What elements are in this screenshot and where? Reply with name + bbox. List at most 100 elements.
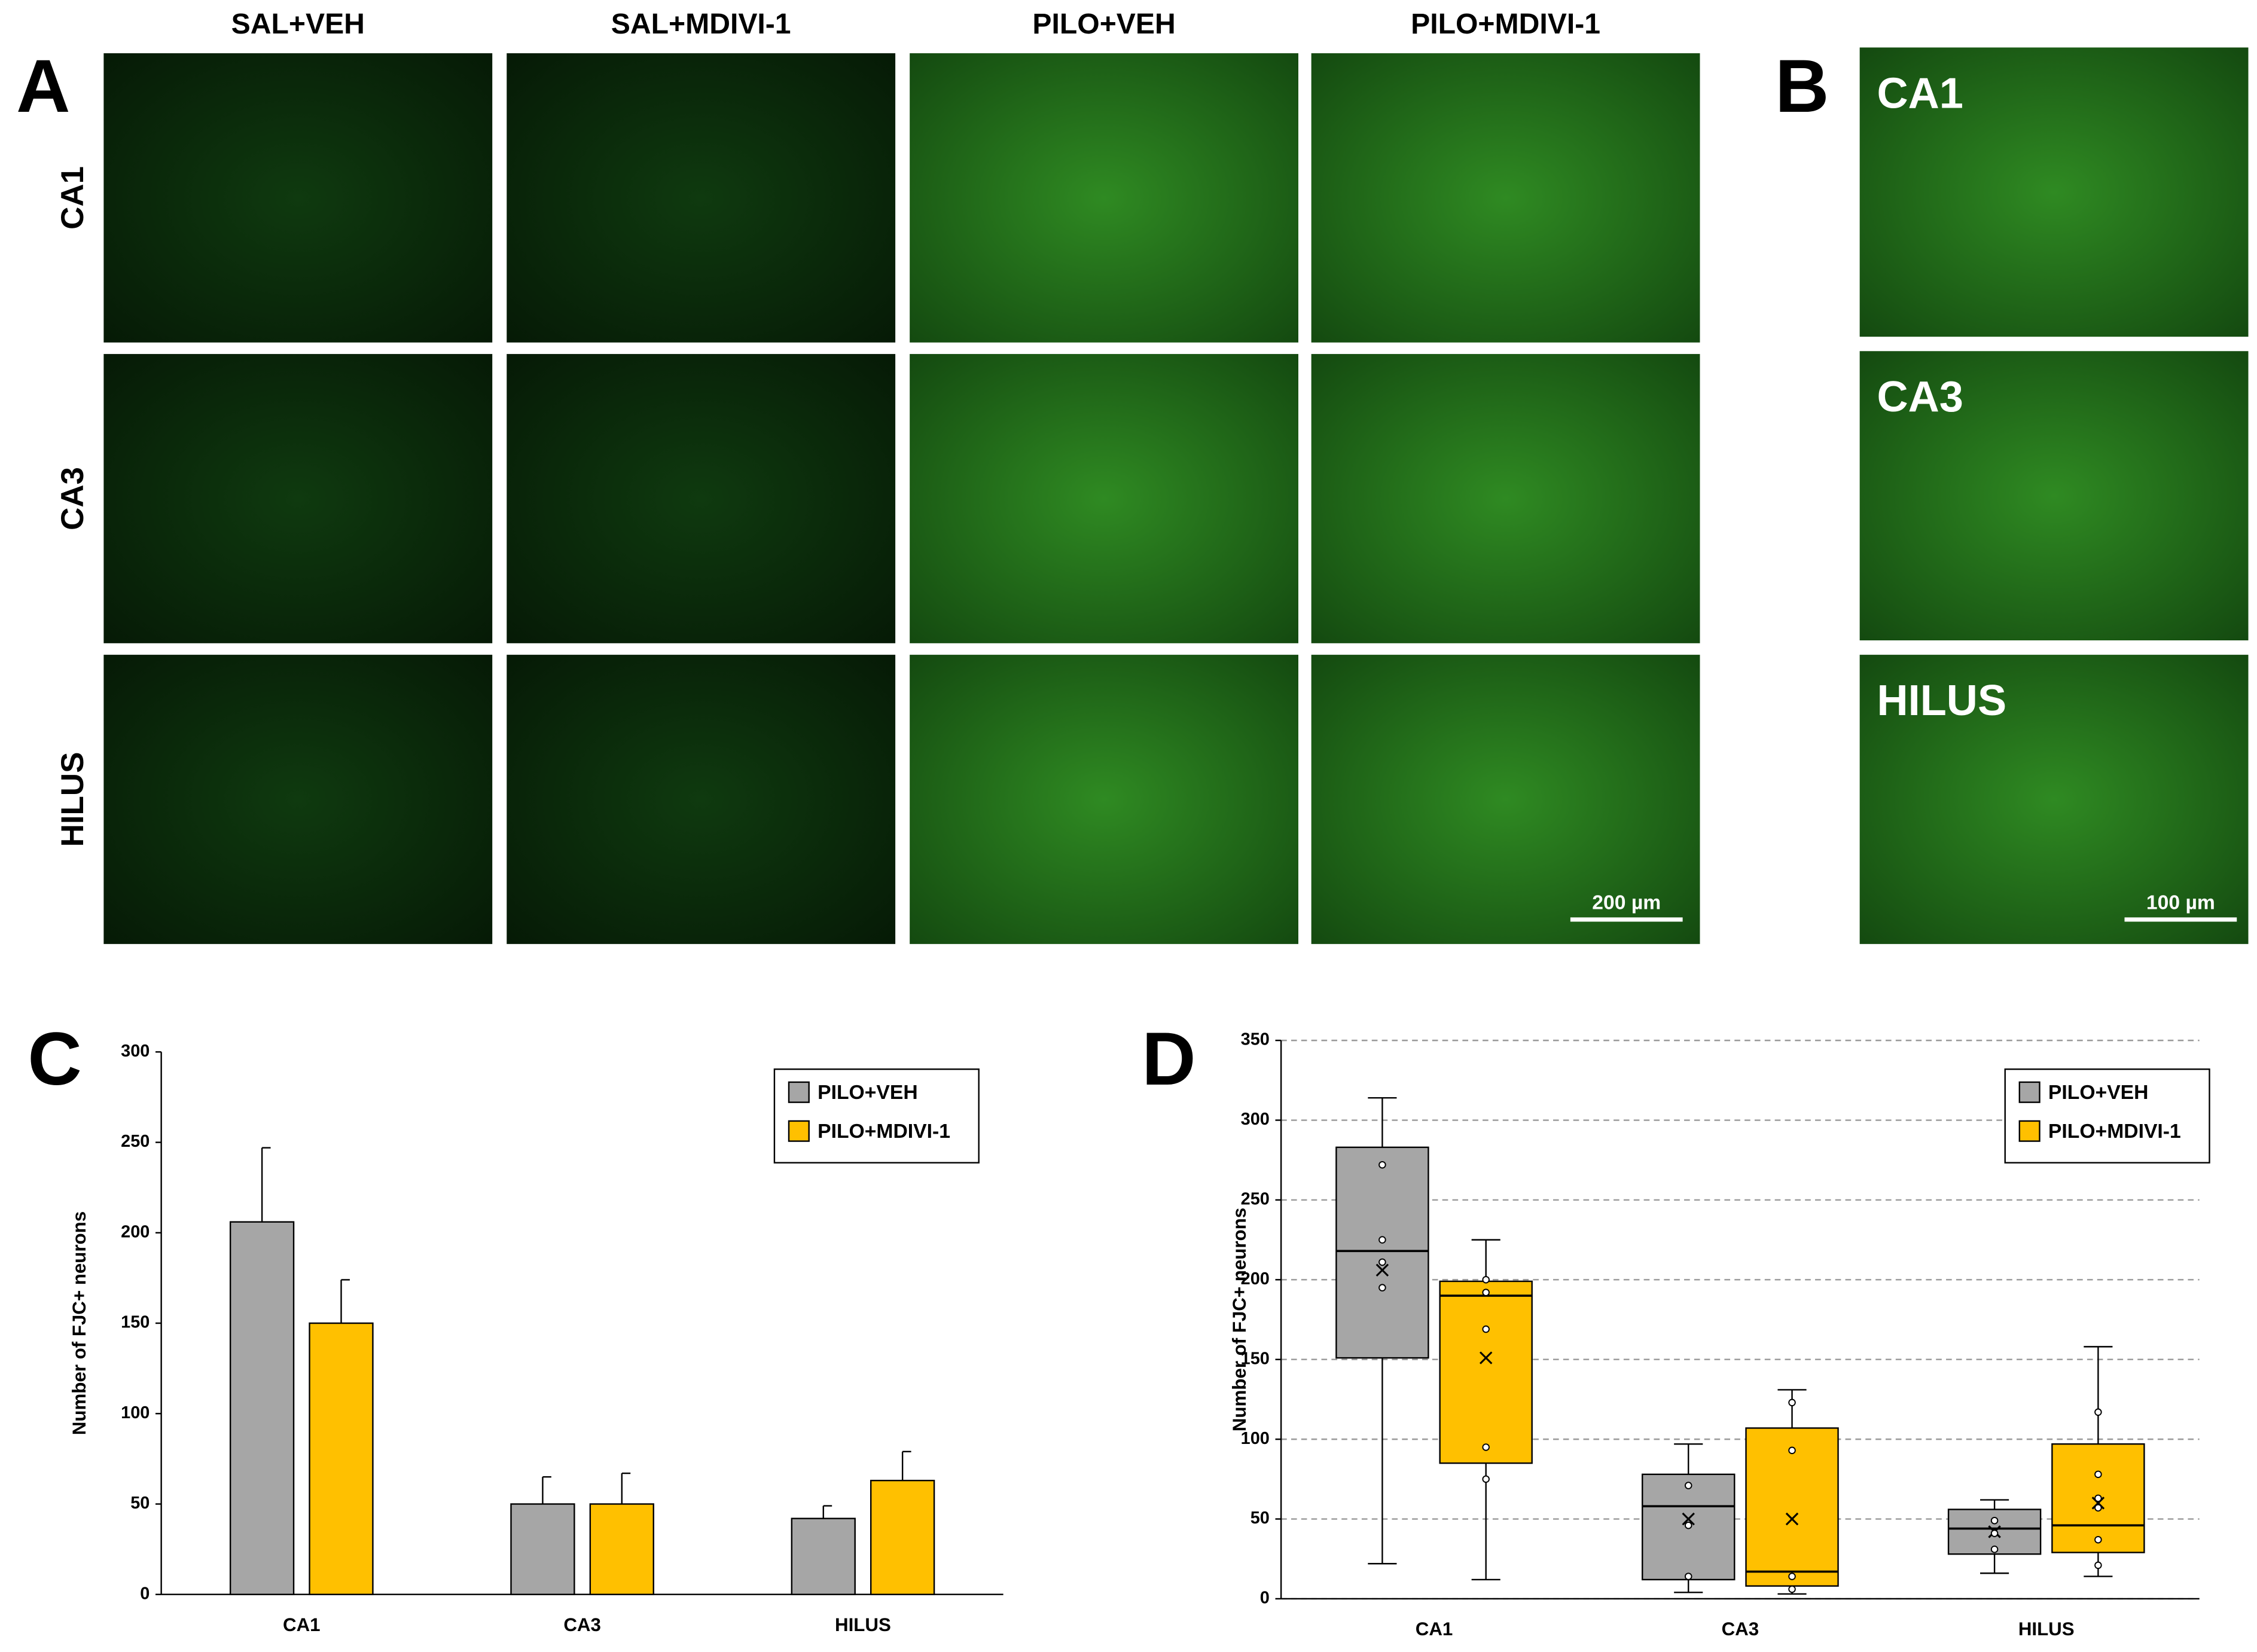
data-point [2094,1561,2102,1569]
micrograph [910,354,1299,643]
data-point [1482,1276,1490,1284]
bar [309,1322,374,1595]
data-point [1378,1258,1386,1266]
micrograph [1311,655,1700,944]
y-axis-label: Number of FJC+ neurons [1229,1208,1250,1431]
legend-swatch [788,1081,810,1103]
y-axis-label: Number of FJC+ neurons [69,1211,90,1435]
bar [229,1221,295,1595]
data-point [1378,1161,1386,1169]
box [1335,1146,1429,1359]
legend-swatch [2018,1120,2041,1142]
column-label: SAL+MDIVI-1 [611,8,791,40]
legend-swatch [2018,1081,2041,1103]
bar [870,1479,935,1595]
panel-label: A [16,44,70,128]
micrograph [103,655,493,944]
data-point [1482,1325,1490,1333]
y-tick-label: 100 [121,1403,150,1422]
data-point [2094,1535,2102,1544]
column-label: SAL+VEH [231,8,365,40]
y-tick-label: 100 [1241,1429,1270,1448]
data-point [1482,1443,1490,1451]
bar [589,1503,654,1595]
micrograph [910,655,1299,944]
y-tick-label: 250 [121,1132,150,1151]
legend-label: PILO+VEH [2048,1082,2149,1104]
data-point [2094,1494,2102,1503]
mean-marker [2091,1497,2105,1510]
micrograph [103,53,493,343]
y-tick-label: 350 [1241,1030,1270,1049]
legend-swatch [788,1120,810,1142]
x-tick-label: CA3 [563,1614,601,1635]
panel-label: D [1142,1017,1195,1101]
micrograph [507,53,896,343]
micrograph [1859,655,2249,944]
micrograph [1859,351,2249,641]
data-point [1378,1236,1386,1244]
panel-label: C [28,1017,81,1101]
y-tick-label: 200 [1241,1269,1270,1288]
row-label: HILUS [55,752,90,847]
micrograph [103,354,493,643]
legend-label: PILO+VEH [818,1082,918,1104]
micrograph [1859,47,2249,337]
y-tick-label: 150 [1241,1349,1270,1368]
data-point [1378,1284,1386,1291]
y-tick-label: 200 [121,1222,150,1241]
data-point [1482,1288,1490,1296]
mean-marker [1682,1512,1695,1526]
y-tick-label: 0 [140,1584,150,1603]
micrograph [1311,354,1700,643]
row-label: CA3 [55,467,90,530]
micrograph [1311,53,1700,343]
data-point [1788,1446,1796,1455]
x-tick-label: HILUS [2018,1619,2075,1639]
column-label: PILO+VEH [1032,8,1175,40]
micrograph [507,354,896,643]
box [1745,1427,1839,1587]
panel-label: B [1775,44,1829,128]
y-tick-label: 50 [1250,1509,1270,1528]
data-point [1684,1482,1692,1489]
legend-label: PILO+MDIVI-1 [818,1120,950,1143]
mean-marker [1375,1263,1389,1277]
bar [510,1503,575,1595]
y-tick-label: 0 [1260,1589,1270,1608]
y-tick-label: 300 [1241,1110,1270,1129]
scale-bar-label: 200 µm [1592,891,1661,914]
x-tick-label: CA1 [283,1614,321,1635]
micrograph-label: CA1 [1877,69,1963,117]
box [1439,1280,1533,1464]
scale-bar-label: 100 µm [2146,891,2215,914]
data-point [1684,1521,1692,1529]
data-point [1684,1572,1692,1580]
data-point [1990,1529,1999,1537]
data-point [2094,1504,2102,1512]
data-point [1990,1516,1999,1525]
micrograph-label: CA3 [1877,373,1963,421]
x-tick-label: HILUS [835,1614,891,1635]
y-tick-label: 50 [130,1494,150,1513]
data-point [1990,1545,1999,1553]
micrograph [910,53,1299,343]
data-point [2094,1470,2102,1479]
x-tick-label: CA3 [1722,1619,1759,1639]
legend-box [773,1068,980,1164]
bar [791,1517,856,1595]
data-point [2094,1408,2102,1416]
micrograph-label: HILUS [1877,677,2007,725]
mean-marker [1785,1512,1799,1526]
y-tick-label: 150 [121,1313,150,1332]
data-point [1788,1585,1796,1593]
column-label: PILO+MDIVI-1 [1411,8,1600,40]
x-tick-label: CA1 [1416,1619,1453,1639]
mean-marker [1479,1351,1493,1364]
data-point [1788,1398,1796,1407]
legend-label: PILO+MDIVI-1 [2048,1120,2181,1143]
data-point [1788,1572,1796,1580]
micrograph [507,655,896,944]
row-label: CA1 [55,166,90,230]
